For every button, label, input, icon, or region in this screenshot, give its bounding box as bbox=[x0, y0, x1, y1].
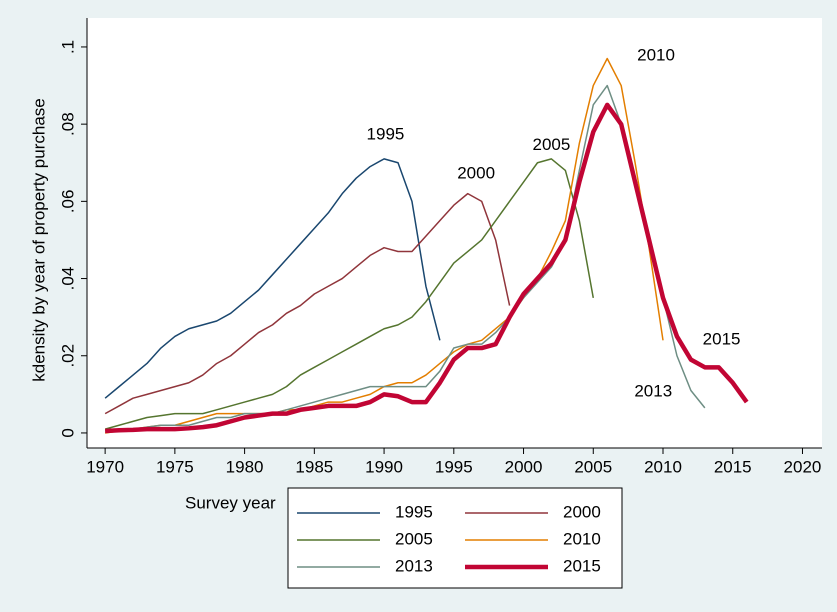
annotation: 2010 bbox=[637, 45, 675, 64]
x-tick-label: 2020 bbox=[784, 457, 822, 476]
annotation: 1995 bbox=[367, 124, 405, 143]
legend-label: 1995 bbox=[395, 502, 433, 521]
x-tick-label: 1980 bbox=[226, 457, 264, 476]
y-tick-label: 0 bbox=[58, 428, 77, 437]
series-line bbox=[104, 192, 511, 415]
y-tick-label: .04 bbox=[58, 267, 77, 291]
legend bbox=[287, 487, 623, 589]
y-tick-label: .1 bbox=[58, 40, 77, 54]
x-tick-label: 1995 bbox=[435, 457, 473, 476]
annotation: 2015 bbox=[703, 329, 741, 348]
series-line bbox=[104, 158, 441, 399]
x-tick-label: 2005 bbox=[574, 457, 612, 476]
y-tick-label: .02 bbox=[58, 344, 77, 368]
y-tick-label: .06 bbox=[58, 190, 77, 214]
x-axis-title: Survey year bbox=[185, 493, 276, 512]
legend-label: 2013 bbox=[395, 556, 433, 575]
plot-area bbox=[87, 18, 822, 448]
x-tick-label: 1985 bbox=[295, 457, 333, 476]
annotation: 2005 bbox=[533, 135, 571, 154]
x-tick-label: 2015 bbox=[714, 457, 752, 476]
series-line bbox=[105, 102, 749, 434]
x-tick-label: 2000 bbox=[505, 457, 543, 476]
x-tick-label: 1990 bbox=[365, 457, 403, 476]
series-line bbox=[105, 84, 706, 432]
legend-label: 2000 bbox=[563, 502, 601, 521]
y-axis-title: kdensity by year of property purchase bbox=[29, 98, 48, 381]
series-line bbox=[104, 158, 595, 430]
y-tick-label: .08 bbox=[58, 112, 77, 136]
legend-label: 2010 bbox=[563, 529, 601, 548]
annotation: 2013 bbox=[634, 382, 672, 401]
legend-label: 2005 bbox=[395, 529, 433, 548]
x-tick-label: 1975 bbox=[156, 457, 194, 476]
x-tick-label: 2010 bbox=[644, 457, 682, 476]
x-tick-label: 1970 bbox=[86, 457, 124, 476]
legend-label: 2015 bbox=[563, 556, 601, 575]
annotation: 2000 bbox=[457, 163, 495, 182]
